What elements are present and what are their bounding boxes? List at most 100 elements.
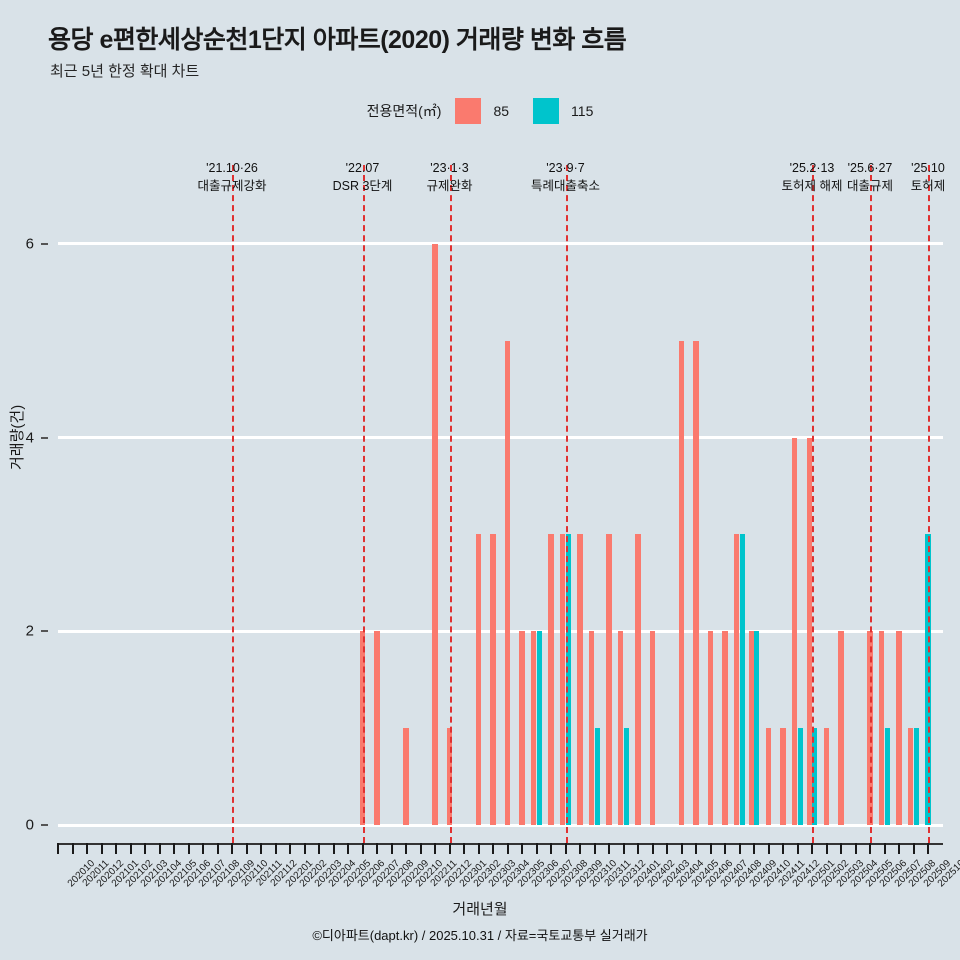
bar-115[interactable] bbox=[925, 534, 931, 825]
x-axis-tick-mark bbox=[173, 843, 175, 854]
event-marker-date: '23·1·3 bbox=[430, 161, 469, 175]
bar-115[interactable] bbox=[913, 728, 919, 825]
y-axis-title: 거래량(건) bbox=[9, 404, 26, 470]
x-axis-tick-mark bbox=[158, 843, 161, 854]
bar-85[interactable] bbox=[823, 728, 830, 825]
bar-85[interactable] bbox=[490, 534, 496, 825]
bar-115[interactable] bbox=[623, 728, 629, 825]
bar-85[interactable] bbox=[577, 534, 583, 825]
event-marker-line bbox=[928, 165, 930, 843]
event-marker-date: '21.10·26 bbox=[206, 161, 258, 175]
bar-85[interactable] bbox=[879, 631, 885, 825]
x-axis-tick-mark bbox=[303, 843, 306, 854]
x-axis-tick-mark bbox=[535, 843, 538, 854]
bar-85[interactable] bbox=[475, 534, 482, 825]
bar-85[interactable] bbox=[896, 631, 902, 825]
x-axis-tick-mark bbox=[927, 843, 929, 854]
x-axis-tick-mark bbox=[898, 843, 900, 854]
x-axis-tick-mark bbox=[202, 843, 204, 854]
x-axis-tick-mark bbox=[782, 843, 784, 854]
bar-85[interactable] bbox=[792, 437, 798, 825]
bar-85[interactable] bbox=[606, 534, 612, 825]
event-marker-name: 특례대출축소 bbox=[530, 179, 601, 193]
event-marker-label: '25.2·13 토허제 해제 bbox=[782, 160, 843, 196]
x-axis-tick-mark bbox=[883, 843, 886, 854]
bar-115[interactable] bbox=[754, 631, 760, 825]
y-axis-tick-mark bbox=[41, 242, 48, 245]
bar-85[interactable] bbox=[618, 631, 624, 825]
bar-85[interactable] bbox=[531, 631, 537, 825]
bar-85[interactable] bbox=[707, 631, 714, 825]
bar-85[interactable] bbox=[446, 728, 453, 825]
bar-85[interactable] bbox=[838, 631, 844, 825]
event-marker-line bbox=[232, 165, 234, 843]
page-title: 용당 e편한세상순천1단지 아파트(2020) 거래량 변화 흐름 bbox=[48, 26, 627, 54]
bar-115[interactable] bbox=[812, 728, 818, 825]
x-axis-tick-mark bbox=[680, 843, 683, 854]
x-axis-tick-mark bbox=[347, 843, 349, 854]
bar-85[interactable] bbox=[748, 631, 754, 825]
event-marker-label: '22.07 DSR 3단계 bbox=[333, 160, 393, 196]
x-axis-tick-mark bbox=[724, 843, 726, 854]
bar-85[interactable] bbox=[678, 340, 685, 825]
x-axis-tick-mark bbox=[86, 843, 88, 854]
y-axis-tick-mark bbox=[41, 630, 48, 633]
bar-115[interactable] bbox=[797, 728, 803, 825]
bar-85[interactable] bbox=[560, 534, 566, 825]
bar-115[interactable] bbox=[884, 728, 890, 825]
bar-85[interactable] bbox=[722, 631, 728, 825]
bar-85[interactable] bbox=[548, 534, 554, 825]
x-axis-tick-mark bbox=[129, 843, 132, 854]
y-axis-tick-label: 0 bbox=[25, 816, 34, 834]
event-marker-name: 대출규제 bbox=[846, 179, 894, 193]
x-axis-tick-mark bbox=[187, 843, 190, 854]
bar-115[interactable] bbox=[739, 534, 745, 825]
bar-85[interactable] bbox=[765, 728, 772, 825]
event-marker-line bbox=[449, 165, 452, 843]
event-marker-line bbox=[812, 165, 814, 843]
event-marker-label: '23·1·3 규제완화 bbox=[426, 160, 472, 196]
bar-85[interactable] bbox=[649, 631, 656, 825]
bar-85[interactable] bbox=[374, 631, 380, 825]
x-axis-tick-mark bbox=[637, 843, 639, 854]
bar-85[interactable] bbox=[734, 534, 740, 825]
x-axis-tick-mark bbox=[869, 843, 871, 854]
x-axis-tick-mark bbox=[579, 843, 581, 854]
legend: 전용면적(㎡) 85 115 bbox=[0, 98, 960, 124]
footer-credit: ©디아파트(dapt.kr) / 2025.10.31 / 자료=국토교통부 실… bbox=[312, 928, 648, 943]
bar-85[interactable] bbox=[806, 437, 812, 825]
legend-title: 전용면적(㎡) bbox=[366, 103, 442, 119]
bar-85[interactable] bbox=[693, 340, 699, 825]
bar-85[interactable] bbox=[519, 631, 525, 825]
legend-swatch-85 bbox=[455, 98, 482, 124]
x-axis-tick-mark bbox=[390, 843, 393, 854]
x-axis-tick-mark bbox=[738, 843, 741, 854]
gridline bbox=[58, 823, 943, 827]
bar-85[interactable] bbox=[504, 340, 511, 825]
bar-85[interactable] bbox=[867, 631, 873, 825]
bar-85[interactable] bbox=[780, 728, 786, 825]
event-marker-name: DSR 3단계 bbox=[332, 179, 393, 193]
bar-115[interactable] bbox=[565, 534, 571, 825]
bar-115[interactable] bbox=[594, 728, 600, 825]
event-marker-date: '23·9·7 bbox=[546, 161, 585, 175]
bar-85[interactable] bbox=[403, 728, 409, 825]
event-marker-label: '21.10·26 대출규제강화 bbox=[197, 160, 266, 196]
x-axis-tick-mark bbox=[651, 843, 654, 854]
bar-85[interactable] bbox=[589, 631, 595, 825]
x-axis-tick-mark bbox=[796, 843, 799, 854]
x-axis-tick-mark bbox=[260, 843, 262, 854]
y-axis-tick-mark bbox=[41, 824, 48, 826]
bar-85[interactable] bbox=[908, 728, 914, 825]
bar-85[interactable] bbox=[359, 631, 366, 825]
x-axis-tick-mark bbox=[608, 843, 610, 854]
gridline bbox=[58, 629, 943, 633]
x-axis-tick-mark bbox=[332, 843, 335, 854]
x-axis-tick-mark bbox=[753, 843, 755, 854]
bar-115[interactable] bbox=[536, 631, 542, 825]
x-axis-tick-mark bbox=[550, 843, 552, 854]
bar-85[interactable] bbox=[635, 534, 641, 825]
y-axis-tick-mark bbox=[41, 436, 48, 439]
bar-85[interactable] bbox=[432, 243, 438, 825]
x-axis-tick-mark bbox=[405, 843, 407, 854]
